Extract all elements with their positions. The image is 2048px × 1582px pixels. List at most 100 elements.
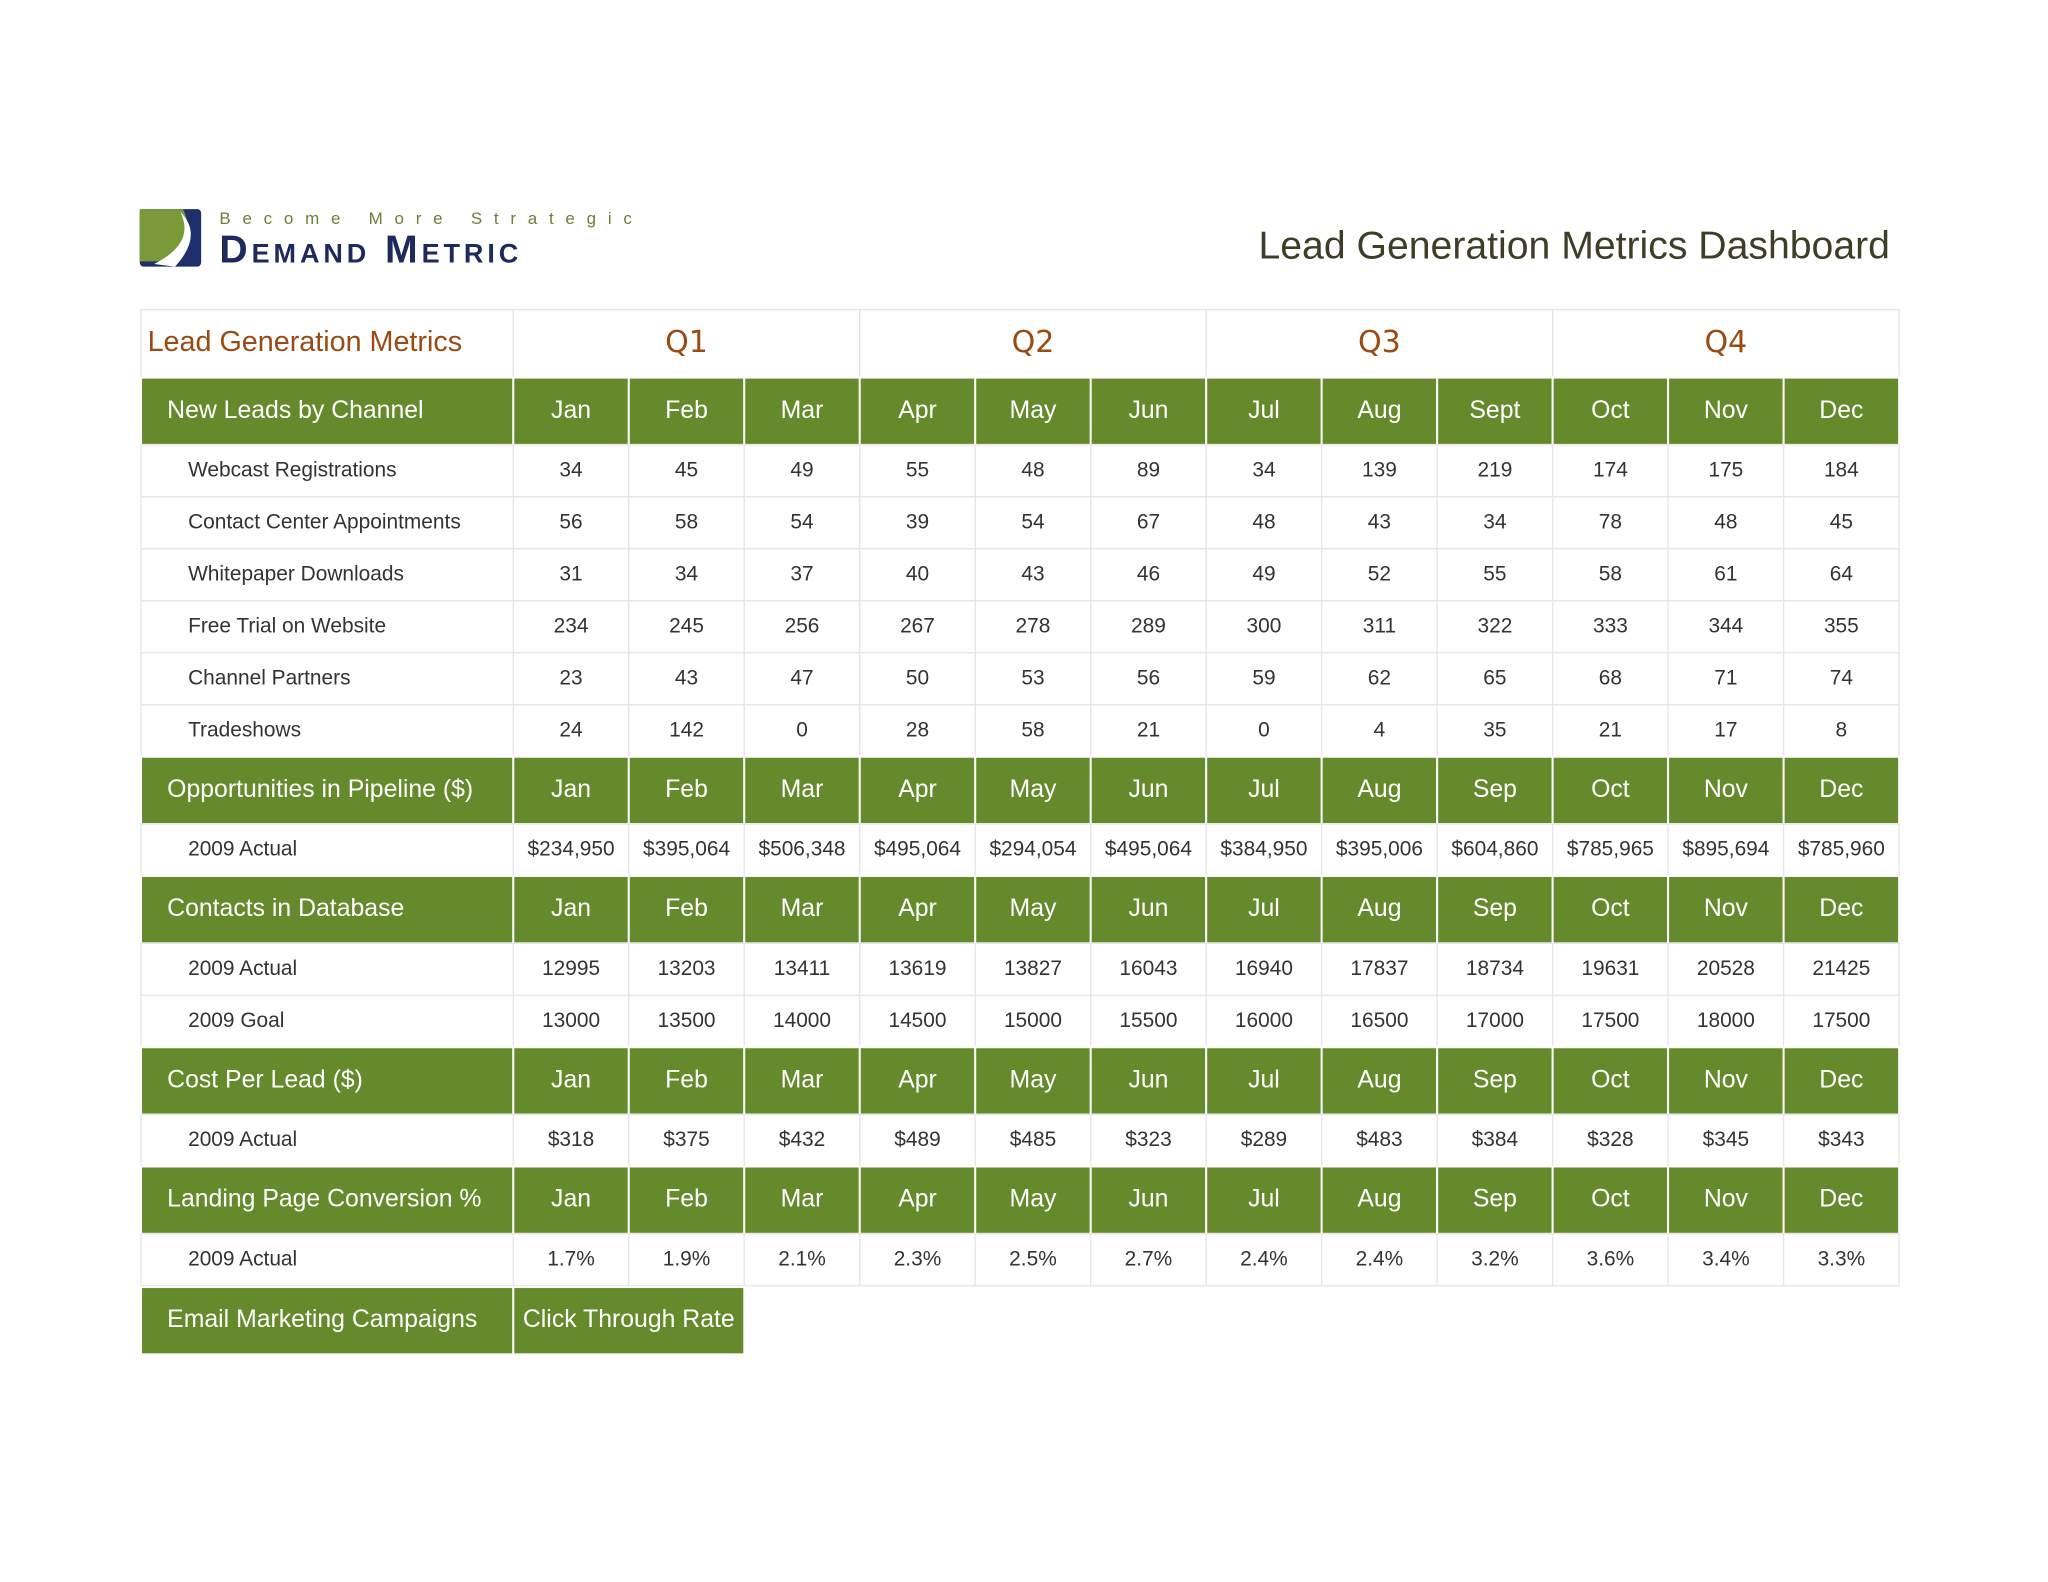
section-header-cell	[140, 755, 515, 826]
value: $785,960	[1798, 838, 1885, 861]
value: 34	[559, 458, 582, 481]
month-header-cell	[1551, 1046, 1670, 1116]
month-header-cell	[1089, 875, 1208, 945]
value: $506,348	[758, 838, 845, 861]
value-cell	[1782, 652, 1900, 706]
section-title: New Leads by Channel	[167, 397, 423, 424]
value-cell	[859, 994, 976, 1048]
value: 43	[1368, 510, 1391, 533]
month-label: Nov	[1704, 895, 1749, 922]
value-cell	[1667, 548, 1785, 602]
value: $785,965	[1567, 838, 1654, 861]
value: 47	[790, 666, 813, 689]
value: $234,950	[528, 838, 615, 861]
value: 1.7%	[547, 1247, 595, 1270]
month-label: Oct	[1591, 776, 1630, 803]
value: 8	[1836, 718, 1848, 741]
value: 59	[1252, 666, 1275, 689]
month-label: Jul	[1248, 397, 1280, 424]
month-header-cell	[1551, 376, 1670, 446]
value: $384,950	[1220, 838, 1307, 861]
row-label-cell	[140, 600, 514, 654]
value-cell	[628, 823, 745, 877]
month-label: Sep	[1473, 895, 1517, 922]
value: 14000	[773, 1009, 831, 1032]
value: 45	[675, 458, 698, 481]
month-label: Oct	[1591, 895, 1630, 922]
month-header-cell	[743, 1165, 861, 1235]
brand: Demand Metric	[219, 229, 522, 272]
value: $432	[779, 1128, 825, 1151]
email-column: Click Through Rate	[523, 1306, 735, 1333]
value: 53	[1021, 666, 1044, 689]
month-label: Nov	[1704, 1186, 1749, 1213]
value: 278	[1016, 614, 1051, 637]
value: 16000	[1235, 1009, 1293, 1032]
value: 17837	[1350, 957, 1408, 980]
month-header-cell	[1320, 875, 1439, 945]
value: 48	[1252, 510, 1275, 533]
month-header-cell	[512, 376, 630, 446]
value-cell	[628, 600, 745, 654]
month-label: Jan	[551, 397, 591, 424]
row-label: 2009 Actual	[188, 838, 297, 861]
value: 39	[906, 510, 929, 533]
month-label: Dec	[1819, 895, 1863, 922]
value-cell	[1205, 548, 1323, 602]
month-label: Aug	[1357, 1066, 1401, 1093]
value: 37	[790, 562, 813, 585]
value-cell	[1552, 942, 1669, 996]
month-label: Jan	[551, 776, 591, 803]
month-header-cell	[974, 1046, 1092, 1116]
value: 64	[1830, 562, 1853, 585]
value-cell	[512, 444, 630, 498]
month-label: Apr	[898, 1186, 937, 1213]
value: 40	[906, 562, 929, 585]
row-label-cell	[140, 1233, 514, 1287]
month-label: Apr	[898, 1066, 937, 1093]
dashboard-title: Lead Generation Metrics Dashboard	[1258, 225, 1889, 268]
value: $395,064	[643, 838, 730, 861]
value: 21425	[1812, 957, 1870, 980]
month-header-cell	[627, 875, 746, 945]
header-cell	[140, 309, 514, 379]
value: 16043	[1119, 957, 1177, 980]
value: 20528	[1697, 957, 1755, 980]
quarter-label: Q4	[1705, 325, 1748, 360]
value-cell	[859, 823, 976, 877]
value: 34	[1252, 458, 1275, 481]
month-label: Mar	[781, 776, 824, 803]
month-label: Feb	[665, 1186, 708, 1213]
month-header-cell	[1667, 755, 1785, 826]
value-cell	[628, 1233, 745, 1287]
row-label: Tradeshows	[188, 718, 301, 741]
logo-curve	[154, 211, 191, 267]
value: 4	[1374, 718, 1386, 741]
value: $604,860	[1451, 838, 1538, 861]
value: $375	[663, 1128, 709, 1151]
value: 13203	[657, 957, 715, 980]
value: 67	[1137, 510, 1160, 533]
value-cell	[1782, 994, 1900, 1048]
value-cell	[512, 823, 630, 877]
value-cell	[1667, 1233, 1785, 1287]
row-label-cell	[140, 942, 514, 996]
month-label: Nov	[1704, 397, 1749, 424]
value: 19631	[1581, 957, 1639, 980]
month-label: Feb	[665, 1066, 708, 1093]
value-cell	[1782, 496, 1900, 550]
value-cell	[1552, 652, 1669, 706]
value-cell	[1552, 994, 1669, 1048]
month-label: Feb	[665, 397, 708, 424]
month-label: Dec	[1819, 1066, 1863, 1093]
quarter-label: Q2	[1012, 325, 1055, 360]
value: $895,694	[1682, 838, 1769, 861]
value: 17500	[1812, 1009, 1870, 1032]
month-header-cell	[1320, 1165, 1439, 1235]
table-heading: Lead Generation Metrics	[148, 326, 462, 358]
value: 12995	[542, 957, 600, 980]
month-label: Apr	[898, 776, 937, 803]
month-label: Oct	[1591, 397, 1630, 424]
value-cell	[512, 600, 630, 654]
value-cell	[628, 496, 745, 550]
